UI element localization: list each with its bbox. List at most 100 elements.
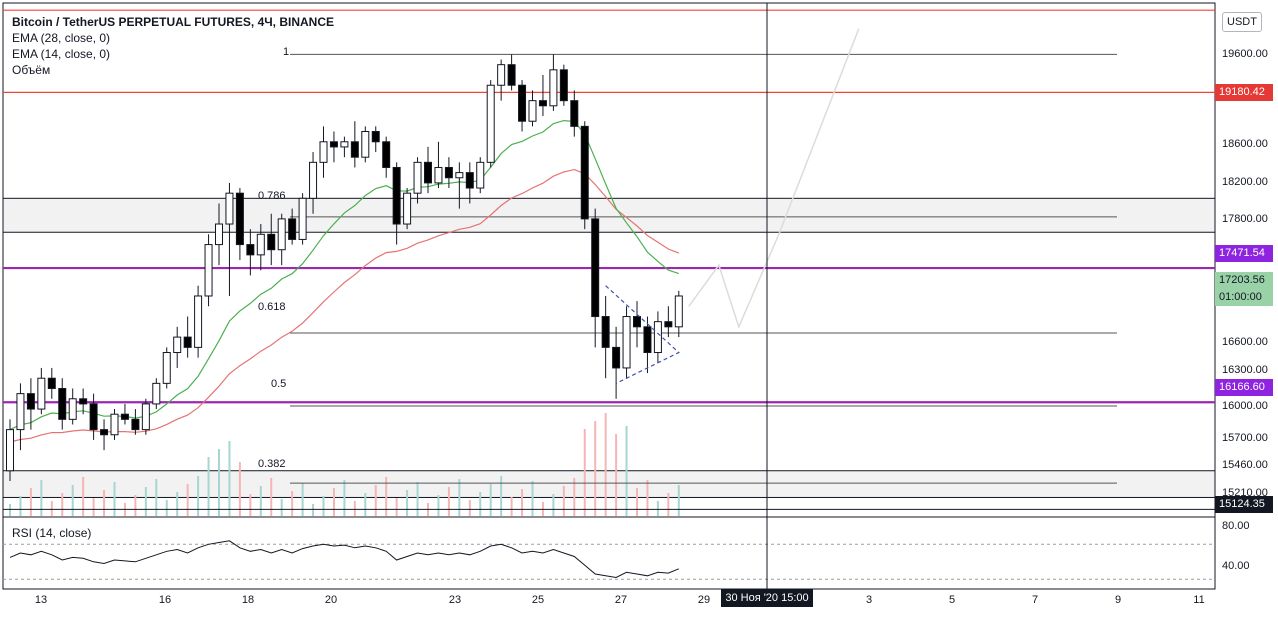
candle-body [350, 141, 359, 158]
candle-body [68, 398, 77, 420]
volume-bar [406, 490, 409, 516]
candle-body [465, 172, 474, 189]
volume-bars [9, 413, 680, 516]
volume-bar [552, 494, 555, 516]
candle-body [58, 388, 67, 420]
candle-body [633, 316, 641, 328]
candle-body [507, 64, 516, 86]
volume-bar [197, 476, 200, 516]
candle-body [403, 192, 412, 225]
candle-body [424, 161, 432, 184]
volume-bar [636, 488, 638, 516]
volume-bar [437, 495, 440, 516]
currency-button[interactable]: USDT [1222, 12, 1262, 32]
time-tick: 29 [697, 594, 711, 606]
fib-label-0382: 0.382 [258, 458, 286, 470]
time-tick: 9 [1114, 594, 1122, 606]
current-price-label: 17203.56 [1215, 272, 1273, 289]
price-tick: 16000.00 [1222, 400, 1268, 412]
volume-bar [249, 494, 252, 516]
volume-bar [155, 479, 158, 516]
volume-bar [510, 497, 513, 516]
fib-label-0618: 0.618 [258, 301, 286, 313]
volume-bar [395, 498, 398, 516]
candle-body [173, 336, 182, 354]
volume-bar [594, 421, 597, 516]
candle-body [371, 131, 380, 143]
volume-bar [186, 484, 189, 516]
volume-bar [165, 500, 168, 516]
volume-bar [50, 501, 53, 516]
time-tick: 3 [865, 594, 873, 606]
volume-bar [573, 478, 576, 516]
volume-bar [270, 478, 273, 516]
candle-body [559, 69, 568, 102]
candle-body [643, 326, 652, 354]
candle-body [6, 429, 14, 472]
fib-label-0786: 0.786 [258, 190, 286, 202]
volume-bar [322, 496, 325, 516]
volume-bar [9, 504, 11, 516]
volume-legend[interactable]: Объём [12, 63, 51, 77]
price-tick: 18200.00 [1222, 176, 1268, 188]
price-tick: 19600.00 [1222, 48, 1268, 60]
support-resistance-bands [2, 197, 1216, 498]
volume-bar [19, 496, 22, 516]
volume-bar [332, 488, 335, 516]
ema14-legend[interactable]: EMA (14, close, 0) [12, 47, 111, 61]
volume-bar [416, 482, 419, 516]
time-tick: 18 [241, 594, 255, 606]
rsi-legend[interactable]: RSI (14, close) [12, 526, 92, 540]
candle-body [110, 413, 119, 436]
candle-body [256, 233, 265, 256]
rsi-line [9, 540, 679, 579]
candle-body [288, 218, 297, 240]
price-tick: 18600.00 [1222, 138, 1268, 150]
candle-body [444, 166, 453, 179]
volume-bar [40, 480, 43, 516]
candle-body [246, 244, 255, 256]
candle-body [528, 100, 537, 122]
time-tick: 7 [1031, 594, 1039, 606]
candle-body [131, 418, 140, 431]
volume-bar [238, 462, 241, 516]
volume-bar [489, 484, 492, 516]
time-tick: 23 [448, 594, 462, 606]
volume-bar [562, 486, 565, 516]
candle-body [455, 172, 464, 179]
candle-body [591, 218, 600, 318]
candle-body [100, 429, 109, 436]
volume-bar [312, 504, 315, 516]
price-tick: 16300.00 [1222, 364, 1268, 376]
volume-bar [92, 498, 95, 516]
volume-bar [364, 493, 367, 516]
volume-bar [521, 489, 524, 516]
rsi-plot [3, 540, 1215, 580]
candle-body [183, 336, 192, 348]
candle-body [413, 161, 422, 194]
candle-body [194, 295, 203, 348]
volume-bar [615, 434, 618, 516]
volume-bar [625, 426, 628, 516]
ema28-legend[interactable]: EMA (28, close, 0) [12, 31, 111, 45]
price-tick: 17800.00 [1222, 213, 1268, 225]
volume-bar [458, 479, 461, 516]
candle-body [538, 100, 547, 107]
candle-body [580, 125, 589, 220]
candle-body [392, 166, 401, 225]
candle-body [664, 321, 673, 328]
candle-body [486, 84, 495, 163]
volume-bar [677, 485, 680, 516]
candle-body [277, 218, 286, 251]
resistance-price-label: 19180.42 [1215, 84, 1273, 101]
time-tick: 25 [531, 594, 545, 606]
fib-label-05: 0.5 [271, 378, 287, 390]
candle-body [549, 69, 558, 107]
candle-body [382, 141, 391, 168]
volume-bar [479, 492, 482, 516]
projection-path [688, 28, 860, 329]
candlesticks [6, 54, 683, 482]
candle-body [518, 84, 527, 122]
candle-body [204, 244, 213, 297]
